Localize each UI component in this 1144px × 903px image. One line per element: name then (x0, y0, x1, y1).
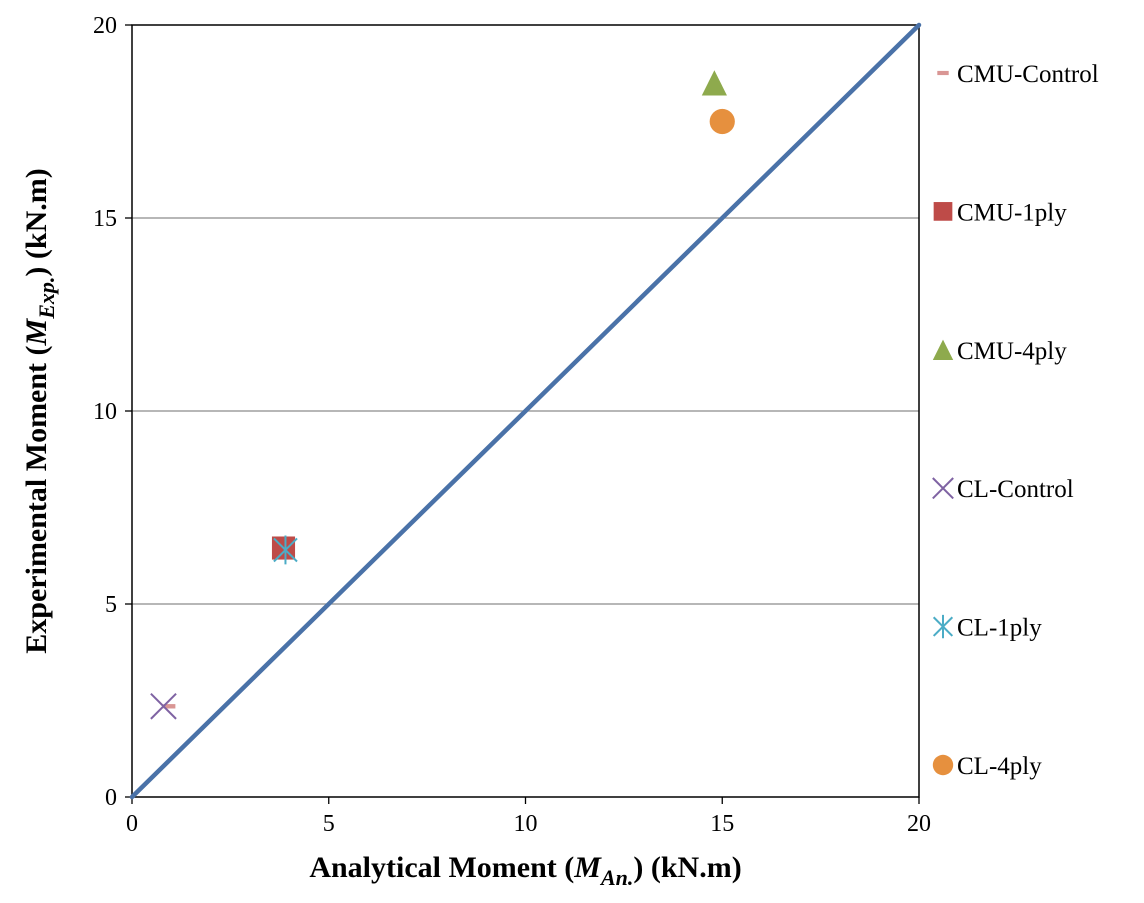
y-axis-title-suffix: ) (kN.m) (20, 168, 53, 276)
x-axis-title-variable: M (573, 851, 602, 884)
legend-label-cmu-control: CMU-Control (957, 61, 1099, 88)
x-axis-title-suffix: ) (kN.m) (633, 851, 741, 884)
x-axis-title: Analytical Moment (MAn.) (kN.m) (309, 851, 741, 890)
y-axis-title: Experimental Moment (MExp.) (kN.m) (20, 168, 59, 653)
data-points (150, 70, 735, 720)
y-axis-title-variable: M (20, 317, 53, 346)
legend-marker-cl-control (932, 477, 954, 500)
x-axis-title-prefix: Analytical Moment ( (309, 851, 574, 884)
x-tick-label-10: 10 (514, 811, 538, 837)
legend-marker-cmu-control (937, 70, 949, 76)
legend: CMU-Control CMU-1ply CMU-4ply CL-Control CL-… (932, 61, 1099, 780)
y-tick-label-15: 15 (93, 206, 117, 232)
y-axis-title-prefix: Experimental Moment ( (20, 345, 53, 653)
y-tick-label-5: 5 (105, 592, 117, 618)
x-tick-label-15: 15 (710, 811, 734, 837)
y-tick-label-0: 0 (105, 785, 117, 811)
y-tick-label-10: 10 (93, 399, 117, 425)
legend-marker-cmu-1ply (933, 202, 953, 221)
x-tick-label-20: 20 (907, 811, 931, 837)
x-axis-ticks: 0 5 10 15 20 (126, 797, 931, 837)
point-cl-1ply-0 (273, 535, 298, 565)
x-tick-label-5: 5 (323, 811, 335, 837)
legend-marker-cl-1ply (932, 614, 954, 639)
x-axis-title-subscript: An. (599, 865, 633, 890)
legend-marker-cl-4ply (932, 754, 954, 776)
point-cmu-control-0 (163, 704, 176, 709)
legend-label-cl-control: CL-Control (957, 476, 1074, 503)
reference-line (129, 22, 922, 800)
reference-line-group (129, 22, 922, 800)
y-axis-ticks: 0 5 10 15 20 (93, 13, 132, 811)
point-cl-control-0 (150, 692, 177, 720)
legend-label-cl-4ply: CL-4ply (957, 753, 1042, 780)
x-tick-label-0: 0 (126, 811, 138, 837)
legend-label-cmu-1ply: CMU-1ply (957, 199, 1067, 226)
y-axis-title-subscript: Exp. (34, 277, 59, 320)
legend-marker-cmu-4ply (932, 339, 954, 360)
y-tick-label-20: 20 (93, 13, 117, 39)
point-cl-4ply-0 (709, 108, 735, 135)
legend-label-cmu-4ply: CMU-4ply (957, 338, 1067, 365)
point-cmu-4ply-0 (701, 70, 727, 96)
legend-label-cl-1ply: CL-1ply (957, 615, 1042, 642)
